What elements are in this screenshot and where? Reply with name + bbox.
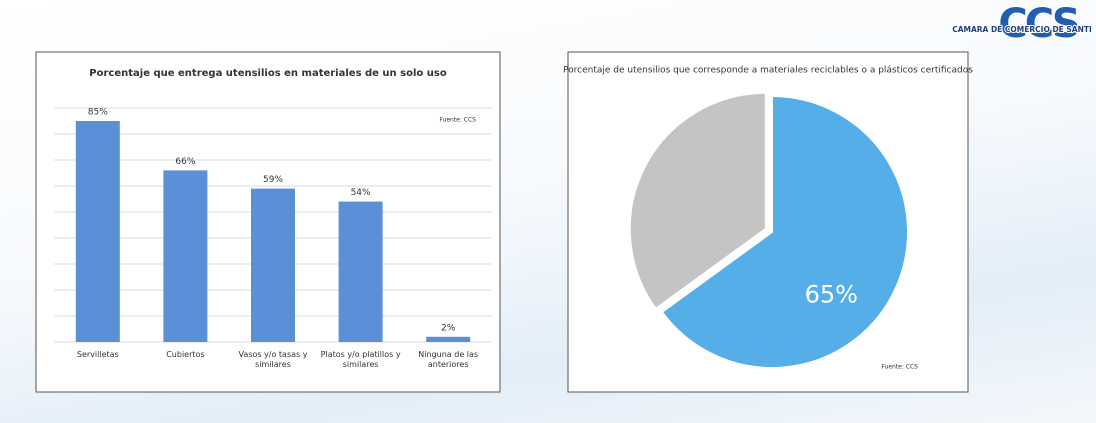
pie-slice	[660, 94, 909, 369]
data-label: 59%	[263, 175, 283, 185]
bar	[75, 121, 120, 342]
x-tick-label: Ninguna de las anteriores	[418, 350, 479, 369]
data-label: 65%	[805, 281, 858, 309]
bar-source: Fuente: CCS	[439, 117, 476, 124]
bar	[338, 201, 383, 342]
x-tick-label: Platos y/o platillos y similares	[320, 350, 401, 369]
logo-text: CCS	[998, 1, 1077, 47]
data-label: 2%	[441, 323, 456, 333]
data-label: 85%	[88, 108, 108, 118]
data-label: 66%	[175, 157, 195, 167]
logo-caption: CAMARA DE COMERCIO DE SANTI	[952, 25, 1092, 34]
x-tick-label: Servilletas	[76, 350, 119, 359]
pie-title: Porcentaje de utensilios que corresponde…	[563, 66, 973, 76]
bar	[163, 170, 208, 342]
pie-source: Fuente: CCS	[881, 364, 918, 371]
bar	[251, 188, 295, 342]
x-tick-label: Cubiertos	[166, 350, 205, 359]
data-label: 54%	[351, 188, 371, 198]
x-tick-label: Vasos y/o tasas y similares	[238, 350, 308, 369]
pie-slice	[628, 91, 767, 311]
bar	[426, 336, 471, 342]
bar-title: Porcentaje que entrega utensilios en mat…	[89, 68, 447, 79]
